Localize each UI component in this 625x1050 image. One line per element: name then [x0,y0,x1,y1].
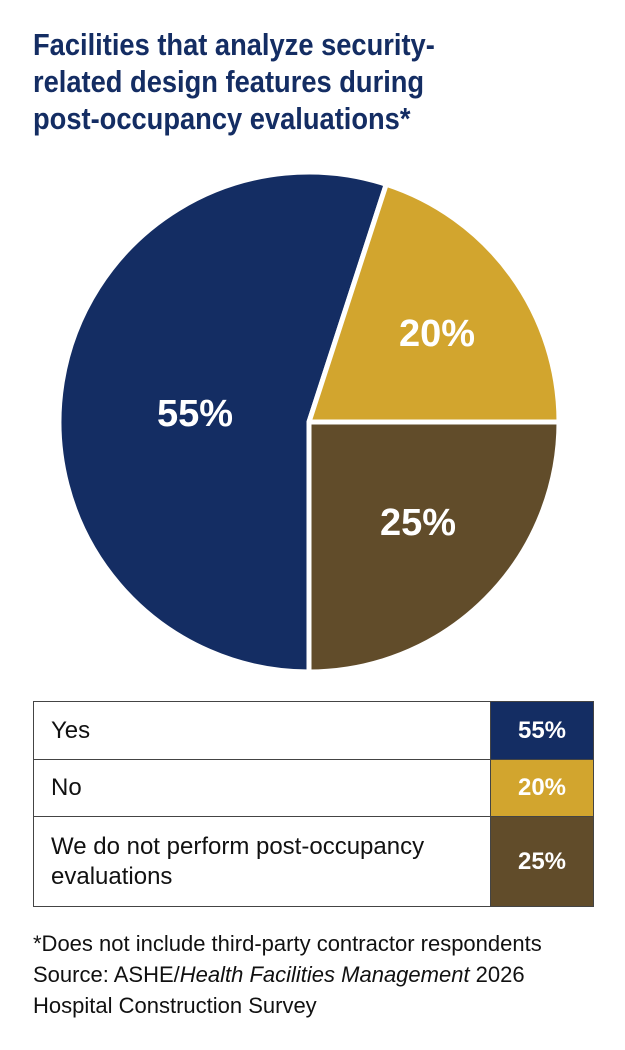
legend-label-yes: Yes [33,701,491,760]
source-publication: Health Facilities Management [179,962,470,987]
source-suffix: 2026 [469,962,525,987]
chart-title: Facilities that analyze security- relate… [33,26,605,137]
pie-label-yes: 55% [157,393,233,435]
legend-value-no-evaluation: 25% [490,816,594,907]
pie-label-no: 20% [399,313,475,355]
legend-label-no: No [33,759,491,817]
chart-title-line-1: Facilities that analyze security- [33,27,435,62]
source-prefix: Source: ASHE/ [33,962,180,987]
pie-slice-yes [56,169,389,675]
chart-title-line-2: related design features during [33,64,425,99]
pie-chart: 55% 20% 25% [56,169,562,675]
legend-value-yes: 55% [490,701,594,760]
legend-row-no: No 20% [33,759,594,817]
source-line: Source: ASHE/Health Facilities Managemen… [33,959,613,990]
legend-value-no: 20% [490,759,594,817]
legend-row-no-evaluation: We do not perform post-occupancy evaluat… [33,816,594,907]
pie-label-we-do: 25% [380,502,456,544]
chart-title-line-3: post-occupancy evaluations* [33,101,411,136]
legend-label-no-evaluation: We do not perform post-occupancy evaluat… [33,816,491,907]
footnote-text: *Does not include third-party contractor… [33,931,542,956]
pie-slice-we-do [306,419,562,675]
source-line-2: Hospital Construction Survey [33,993,317,1018]
legend-row-yes: Yes 55% [33,701,594,760]
footnote-block: *Does not include third-party contractor… [33,928,613,1021]
pie-slice-no [306,181,562,425]
legend-table: Yes 55% No 20% We do not perform post-oc… [33,701,594,907]
